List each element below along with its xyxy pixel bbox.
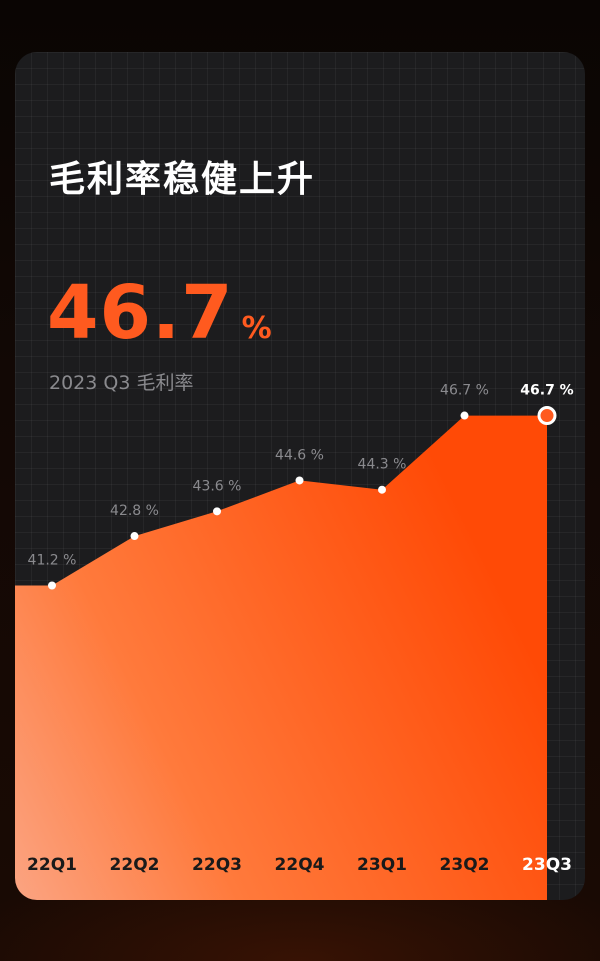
x-tick-label-23q1: 23Q1	[357, 855, 407, 875]
data-point-22q2	[130, 532, 139, 541]
data-label-22q2: 42.8 %	[110, 503, 159, 519]
data-point-22q4	[295, 476, 304, 485]
data-label-22q1: 41.2 %	[28, 553, 77, 569]
headline-metric: 46.7%	[47, 270, 272, 356]
data-labels: 41.2 % 42.8 % 43.6 % 44.6 % 44.3 % 46.7 % 46.7…	[28, 383, 574, 569]
x-tick-label-22q1: 22Q1	[27, 855, 77, 875]
x-tick-label-22q3: 22Q3	[192, 855, 242, 875]
drop-lines	[51, 415, 466, 852]
data-label-23q2: 46.7 %	[440, 383, 489, 399]
data-point-23q3	[537, 406, 557, 426]
headline-value: 46.7	[47, 270, 234, 356]
data-label-23q1: 44.3 %	[358, 457, 407, 473]
area-fill	[15, 415, 547, 900]
headline-unit: %	[241, 311, 272, 346]
headline-caption: 2023 Q3 毛利率	[49, 372, 194, 394]
data-point-23q2	[460, 411, 469, 420]
data-points	[48, 406, 557, 590]
data-label-22q4: 44.6 %	[275, 447, 324, 463]
page-title: 毛利率稳健上升	[49, 159, 316, 200]
data-label-23q3: 46.7 %	[520, 383, 573, 399]
x-tick-label-22q2: 22Q2	[110, 855, 160, 875]
data-point-23q1	[378, 485, 386, 494]
x-axis-labels: 22Q1 22Q2 22Q3 22Q4 23Q1 23Q2 23Q3	[27, 855, 572, 875]
x-tick-label-22q4: 22Q4	[275, 855, 325, 875]
data-point-22q3	[213, 507, 221, 516]
area-chart: 41.2 % 42.8 % 43.6 % 44.6 % 44.3 % 46.7 % 46.7…	[15, 383, 574, 900]
data-point-22q1	[48, 581, 56, 590]
x-tick-label-23q2: 23Q2	[440, 855, 490, 875]
x-tick-label-23q3: 23Q3	[522, 855, 572, 875]
chart-card: 毛利率稳健上升 46.7% 2023 Q3 毛利率 41.2 % 42.8 % 43…	[15, 52, 585, 900]
data-label-22q3: 43.6 %	[193, 478, 242, 494]
